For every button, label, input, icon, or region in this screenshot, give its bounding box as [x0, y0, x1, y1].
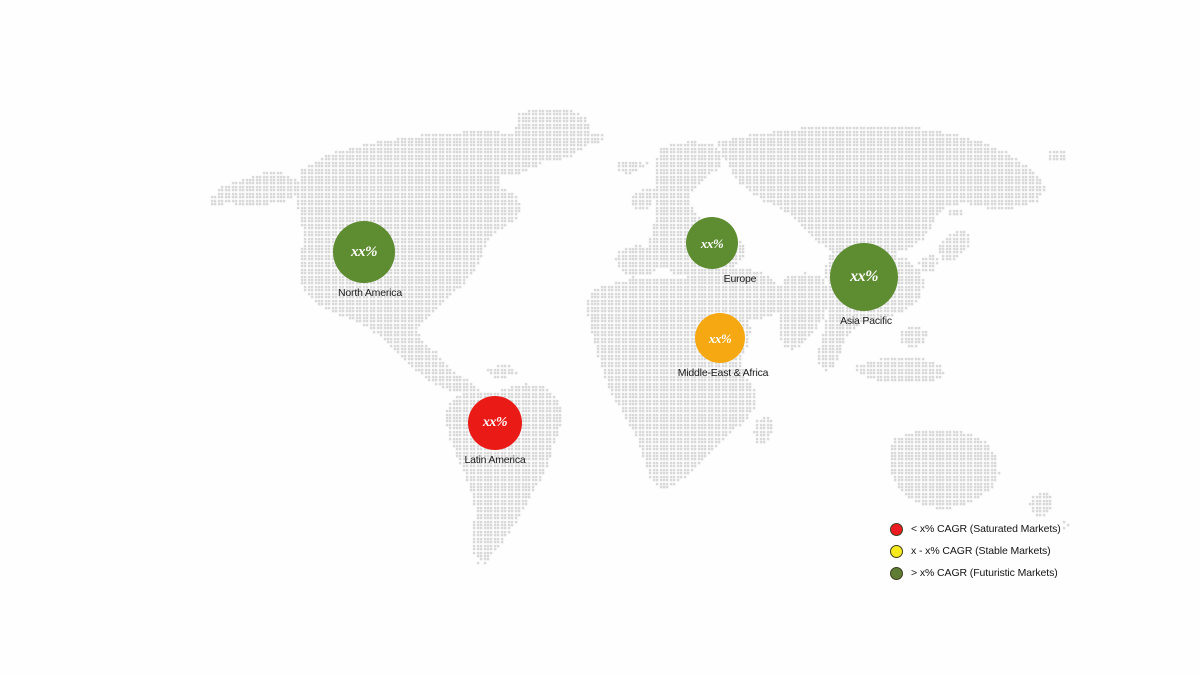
bubble-label-north-america: North America [338, 287, 402, 299]
legend-futuristic-label: > x% CAGR (Futuristic Markets) [911, 567, 1058, 579]
legend-saturated[interactable]: < x% CAGR (Saturated Markets) [890, 518, 1061, 540]
region-bubble-middle-east-africa[interactable]: xx% Middle-East & Africa [678, 313, 768, 379]
bubble-circle-asia-pacific: xx% [830, 243, 898, 311]
legend-dot-icon [890, 522, 903, 536]
bubble-circle-europe: xx% [686, 217, 738, 269]
bubble-label-middle-east-africa: Middle-East & Africa [677, 367, 769, 379]
bubble-circle-north-america: xx% [333, 221, 395, 283]
legend-dot-icon [890, 566, 903, 580]
bubble-value-asia-pacific: xx% [850, 268, 878, 285]
bubble-label-latin-america: Latin America [464, 454, 526, 466]
bubble-value-latin-america: xx% [482, 415, 508, 430]
bubble-circle-middle-east-africa: xx% [695, 313, 745, 363]
legend-futuristic[interactable]: > x% CAGR (Futuristic Markets) [890, 562, 1061, 584]
bubble-value-north-america: xx% [351, 243, 378, 260]
legend-stable-label: x - x% CAGR (Stable Markets) [911, 545, 1051, 557]
legend-dot-icon [890, 544, 903, 558]
legend: < x% CAGR (Saturated Markets) x - x% CAGR… [890, 518, 1061, 584]
bubble-label-europe: Europe [723, 273, 757, 285]
region-bubble-europe[interactable]: xx% Europe [686, 217, 757, 285]
region-bubble-north-america[interactable]: xx% North America [333, 221, 402, 299]
region-bubble-latin-america[interactable]: xx% Latin America [464, 396, 526, 466]
legend-saturated-label: < x% CAGR (Saturated Markets) [911, 523, 1061, 535]
region-bubble-asia-pacific[interactable]: xx% Asia Pacific [830, 243, 898, 327]
bubble-value-middle-east-africa: xx% [708, 330, 732, 346]
legend-stable[interactable]: x - x% CAGR (Stable Markets) [890, 540, 1061, 562]
bubble-label-asia-pacific: Asia Pacific [840, 315, 892, 327]
bubble-value-europe: xx% [700, 235, 724, 251]
bubble-circle-latin-america: xx% [468, 396, 522, 450]
